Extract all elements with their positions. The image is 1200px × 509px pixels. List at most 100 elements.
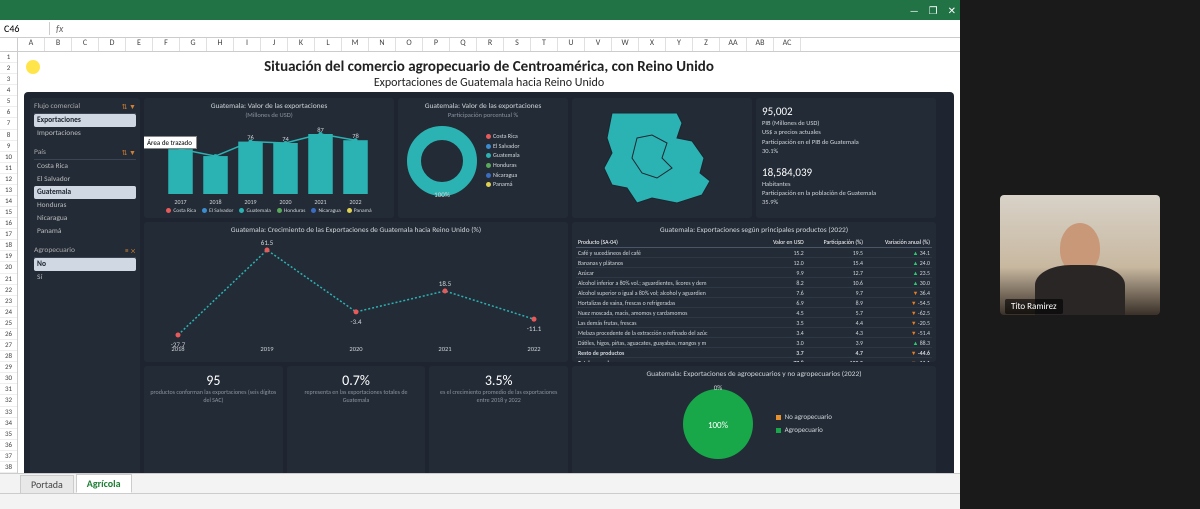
col-header[interactable]: B <box>45 38 72 51</box>
col-header[interactable]: T <box>531 38 558 51</box>
col-header[interactable]: E <box>126 38 153 51</box>
row-header[interactable]: 8 <box>0 130 17 141</box>
row-header[interactable]: 18 <box>0 240 17 251</box>
row-header[interactable]: 29 <box>0 362 17 373</box>
col-header[interactable]: V <box>585 38 612 51</box>
row-header[interactable]: 21 <box>0 274 17 285</box>
filter-icon[interactable]: ⇅ ▼ <box>122 102 136 111</box>
row-header[interactable]: 9 <box>0 141 17 152</box>
kpi-row: 95productos conforman las exportaciones … <box>144 366 568 473</box>
filter-item[interactable]: Importaciones <box>34 127 136 140</box>
col-header[interactable]: AA <box>720 38 747 51</box>
row-header[interactable]: 13 <box>0 185 17 196</box>
col-header[interactable]: M <box>342 38 369 51</box>
col-header[interactable]: U <box>558 38 585 51</box>
filter-icon[interactable]: ⇅ ▼ <box>122 148 136 157</box>
row-header[interactable]: 6 <box>0 107 17 118</box>
webcam-feed <box>1000 195 1160 315</box>
sheet-tab[interactable]: Portada <box>20 475 74 493</box>
col-header[interactable]: Z <box>693 38 720 51</box>
col-header[interactable]: K <box>288 38 315 51</box>
minimize-button[interactable]: — <box>910 4 919 17</box>
col-header[interactable]: G <box>180 38 207 51</box>
row-header[interactable]: 7 <box>0 118 17 129</box>
filter-item[interactable]: Sí <box>34 271 136 284</box>
col-header[interactable]: A <box>18 38 45 51</box>
svg-text:18.5: 18.5 <box>439 279 452 288</box>
row-header[interactable]: 38 <box>0 462 17 473</box>
col-header[interactable]: N <box>369 38 396 51</box>
row-header[interactable]: 19 <box>0 251 17 262</box>
row-header[interactable]: 34 <box>0 418 17 429</box>
col-header[interactable]: Q <box>450 38 477 51</box>
row-header[interactable]: 22 <box>0 285 17 296</box>
filter-item[interactable]: Honduras <box>34 199 136 212</box>
row-header[interactable]: 16 <box>0 218 17 229</box>
row-header[interactable]: 28 <box>0 351 17 362</box>
row-header[interactable]: 1 <box>0 52 17 63</box>
col-header[interactable]: AC <box>774 38 801 51</box>
row-header[interactable]: 14 <box>0 196 17 207</box>
sheet-tab[interactable]: Agrícola <box>76 474 132 493</box>
col-header[interactable]: X <box>639 38 666 51</box>
col-header[interactable]: J <box>261 38 288 51</box>
dashboard: Situación del comercio agropecuario de C… <box>24 58 954 467</box>
row-header[interactable]: 35 <box>0 429 17 440</box>
row-header[interactable]: 15 <box>0 207 17 218</box>
row-header[interactable]: 26 <box>0 329 17 340</box>
col-header[interactable]: R <box>477 38 504 51</box>
filter-item[interactable]: Guatemala <box>34 186 136 199</box>
row-header[interactable]: 20 <box>0 262 17 273</box>
row-header[interactable]: 23 <box>0 296 17 307</box>
row-header[interactable]: 36 <box>0 440 17 451</box>
col-header[interactable]: W <box>612 38 639 51</box>
sheet-canvas[interactable]: Situación del comercio agropecuario de C… <box>18 52 960 473</box>
row-header[interactable]: 2 <box>0 63 17 74</box>
row-header[interactable]: 5 <box>0 96 17 107</box>
donut-title: Guatemala: Valor de las exportaciones <box>402 102 564 111</box>
svg-text:2021: 2021 <box>314 198 326 206</box>
excel-window: — ❐ ✕ C46 fx ABCDEFGHIJKLMNOPQRSTUVWXYZA… <box>0 0 960 509</box>
row-header[interactable]: 31 <box>0 384 17 395</box>
filter-item[interactable]: Nicaragua <box>34 212 136 225</box>
col-header[interactable]: S <box>504 38 531 51</box>
row-header[interactable]: 37 <box>0 451 17 462</box>
row-header[interactable]: 30 <box>0 373 17 384</box>
col-header[interactable]: H <box>207 38 234 51</box>
col-header[interactable]: P <box>423 38 450 51</box>
col-header[interactable]: L <box>315 38 342 51</box>
col-header[interactable]: C <box>72 38 99 51</box>
row-header[interactable]: 27 <box>0 340 17 351</box>
col-header[interactable]: AB <box>747 38 774 51</box>
filter-item[interactable]: Panamá <box>34 225 136 238</box>
filter-item[interactable]: No <box>34 258 136 271</box>
filter-icon[interactable]: ≡ ⨯ <box>125 246 136 255</box>
col-header[interactable]: F <box>153 38 180 51</box>
filter-item[interactable]: El Salvador <box>34 173 136 186</box>
row-header[interactable]: 17 <box>0 229 17 240</box>
col-header[interactable]: O <box>396 38 423 51</box>
col-header[interactable]: I <box>234 38 261 51</box>
row-header[interactable]: 24 <box>0 307 17 318</box>
row-header[interactable]: 3 <box>0 74 17 85</box>
maximize-button[interactable]: ❐ <box>929 4 938 17</box>
row-header[interactable]: 25 <box>0 318 17 329</box>
col-header[interactable]: D <box>99 38 126 51</box>
name-box[interactable]: C46 <box>0 22 50 35</box>
formula-bar: C46 fx <box>0 20 960 38</box>
formula-input[interactable] <box>69 23 960 34</box>
col-header[interactable]: Y <box>666 38 693 51</box>
stat-pop: 18,584,039 <box>762 165 930 180</box>
row-header[interactable]: 32 <box>0 395 17 406</box>
legend-item: No agropecuario <box>776 411 832 424</box>
filter-item[interactable]: Costa Rica <box>34 160 136 173</box>
row-header[interactable]: 11 <box>0 163 17 174</box>
row-header[interactable]: 10 <box>0 152 17 163</box>
legend-item: El Salvador <box>486 142 520 152</box>
close-button[interactable]: ✕ <box>948 4 956 17</box>
row-header[interactable]: 4 <box>0 85 17 96</box>
row-header[interactable]: 12 <box>0 174 17 185</box>
row-header[interactable]: 33 <box>0 407 17 418</box>
svg-text:2022: 2022 <box>527 345 541 353</box>
filter-item[interactable]: Exportaciones <box>34 114 136 127</box>
